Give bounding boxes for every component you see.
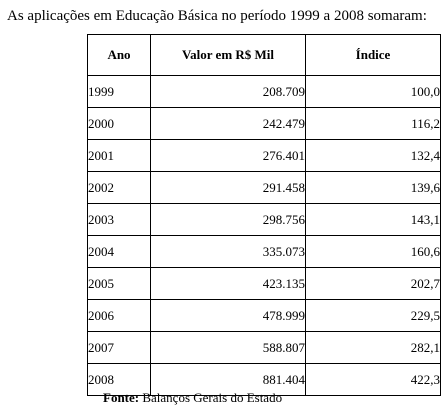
table-row: 1999 208.709 100,0 (87, 75, 441, 108)
cell-ano: 2000 (87, 107, 151, 140)
cell-ano: 1999 (87, 75, 151, 108)
table-row: 2006 478.999 229,5 (87, 299, 441, 332)
header-ano: Ano (87, 34, 151, 76)
table-row: 2001 276.401 132,4 (87, 139, 441, 172)
table-row: 2008 881.404 422,3 (87, 363, 441, 396)
cell-indice: 100,0 (305, 75, 441, 108)
cell-valor: 276.401 (150, 139, 306, 172)
cell-indice: 202,7 (305, 267, 441, 300)
cell-ano: 2007 (87, 331, 151, 364)
cell-valor: 588.807 (150, 331, 306, 364)
cell-indice: 143,1 (305, 203, 441, 236)
source-note: Fonte: Balanços Gerais do Estado (103, 389, 282, 407)
table-row: 2002 291.458 139,6 (87, 171, 441, 204)
cell-valor: 291.458 (150, 171, 306, 204)
header-valor: Valor em R$ Mil (150, 34, 306, 76)
cell-valor: 423.135 (150, 267, 306, 300)
cell-ano: 2008 (87, 363, 151, 396)
cell-ano: 2005 (87, 267, 151, 300)
table-row: 2004 335.073 160,6 (87, 235, 441, 268)
education-spending-table: Ano Valor em R$ Mil Índice 1999 208.709 … (87, 34, 441, 396)
header-indice: Índice (305, 34, 441, 76)
cell-indice: 160,6 (305, 235, 441, 268)
cell-indice: 132,4 (305, 139, 441, 172)
cell-valor: 478.999 (150, 299, 306, 332)
cell-ano: 2006 (87, 299, 151, 332)
cell-valor: 242.479 (150, 107, 306, 140)
cell-indice: 229,5 (305, 299, 441, 332)
intro-text: As aplicações em Educação Básica no perí… (7, 8, 427, 24)
cell-valor: 335.073 (150, 235, 306, 268)
cell-valor: 881.404 (150, 363, 306, 396)
cell-indice: 139,6 (305, 171, 441, 204)
cell-indice: 422,3 (305, 363, 441, 396)
cell-indice: 282,1 (305, 331, 441, 364)
table-header-row: Ano Valor em R$ Mil Índice (87, 34, 441, 76)
cell-ano: 2002 (87, 171, 151, 204)
cell-valor: 208.709 (150, 75, 306, 108)
cell-ano: 2003 (87, 203, 151, 236)
cell-valor: 298.756 (150, 203, 306, 236)
cell-ano: 2001 (87, 139, 151, 172)
table-row: 2005 423.135 202,7 (87, 267, 441, 300)
source-label: Fonte: (103, 390, 140, 405)
table-row: 2007 588.807 282,1 (87, 331, 441, 364)
cell-indice: 116,2 (305, 107, 441, 140)
cell-ano: 2004 (87, 235, 151, 268)
source-text: Balanços Gerais do Estado (139, 390, 283, 405)
table-row: 2003 298.756 143,1 (87, 203, 441, 236)
table-row: 2000 242.479 116,2 (87, 107, 441, 140)
